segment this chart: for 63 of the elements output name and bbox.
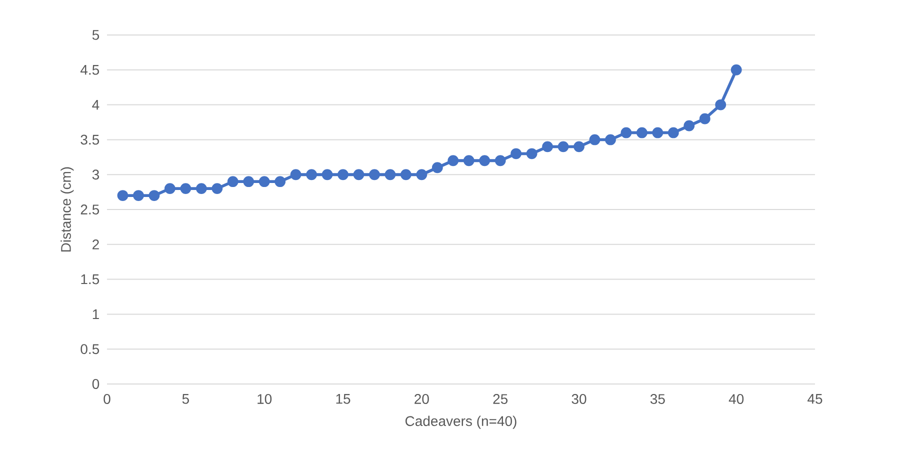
x-tick-label: 10 (258, 394, 272, 404)
point (212, 183, 223, 194)
point (227, 176, 238, 188)
point (730, 64, 742, 76)
point (620, 127, 632, 138)
x-tick-label: 5 (182, 394, 189, 404)
point (338, 169, 348, 180)
y-tick-label: 2.5 (80, 204, 100, 214)
x-tick-label: 0 (104, 394, 110, 404)
y-tick-label: 0 (92, 379, 100, 389)
y-tick-label: 1.5 (81, 274, 100, 284)
y-tick-label: 2 (92, 240, 99, 250)
x-tick-label: 40 (728, 394, 744, 404)
point (684, 120, 695, 132)
point (589, 134, 600, 146)
point (636, 127, 648, 138)
y-tick-label: 1 (92, 309, 99, 320)
x-tick-label: 25 (493, 394, 508, 404)
point (715, 99, 726, 110)
y-tick-label: 5 (92, 30, 100, 40)
y-tick-label: 3.5 (80, 134, 100, 145)
point (117, 190, 128, 202)
point (243, 176, 254, 188)
y-tick-label: 4.5 (80, 65, 100, 75)
point (384, 169, 396, 180)
x-tick-label: 45 (808, 394, 822, 404)
point (306, 169, 318, 180)
point (353, 169, 364, 180)
point (463, 155, 474, 166)
point (274, 176, 286, 188)
point (479, 155, 490, 166)
point (574, 141, 584, 152)
point (133, 190, 144, 202)
point (400, 169, 412, 180)
point (180, 183, 192, 194)
point (290, 169, 302, 180)
point (494, 155, 506, 166)
point (510, 148, 522, 160)
point (699, 113, 710, 124)
y-tick-label: 4 (92, 100, 100, 110)
y-axis-title: Distance (cm) (60, 167, 74, 252)
x-axis-title: Cadeavers (n=40) (405, 416, 516, 429)
point (164, 183, 176, 194)
y-tick-label: 0.5 (80, 344, 100, 354)
point (416, 169, 428, 180)
x-tick-label: 20 (414, 394, 429, 404)
point (369, 169, 380, 180)
point (148, 190, 160, 202)
point (558, 141, 569, 152)
point (668, 127, 679, 138)
y-tick-label: 3 (92, 170, 100, 180)
point (196, 183, 207, 194)
x-tick-label: 35 (650, 394, 665, 404)
point (652, 127, 664, 138)
point (448, 155, 459, 166)
point (605, 134, 616, 146)
x-tick-label: 15 (336, 394, 350, 404)
point (322, 169, 333, 180)
point (526, 148, 538, 160)
point (542, 141, 554, 152)
x-tick-label: 30 (572, 394, 586, 404)
point (258, 176, 270, 188)
point (432, 162, 443, 174)
